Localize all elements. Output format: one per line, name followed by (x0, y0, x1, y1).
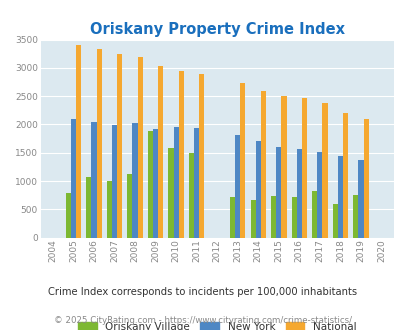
Bar (66, 193, 71, 238)
Bar (322, 103, 327, 238)
Bar (250, 200, 255, 238)
Bar (255, 141, 260, 238)
Bar (271, 196, 275, 238)
Bar (188, 153, 194, 238)
Bar (337, 155, 342, 238)
Bar (311, 191, 317, 238)
Bar (342, 113, 347, 238)
Bar (153, 129, 158, 238)
Bar (332, 204, 337, 238)
Bar (173, 127, 178, 238)
Bar (158, 66, 163, 238)
Bar (362, 119, 368, 238)
Title: Oriskany Property Crime Index: Oriskany Property Crime Index (90, 22, 344, 37)
Text: Crime Index corresponds to incidents per 100,000 inhabitants: Crime Index corresponds to incidents per… (48, 287, 357, 297)
Bar (91, 122, 96, 238)
Bar (234, 135, 240, 238)
Bar (168, 148, 173, 238)
Bar (132, 123, 137, 238)
Bar (71, 119, 76, 238)
Bar (194, 128, 199, 238)
Bar (230, 197, 234, 238)
Bar (352, 195, 358, 238)
Bar (281, 96, 286, 238)
Bar (107, 181, 112, 238)
Bar (137, 56, 143, 238)
Bar (86, 177, 91, 238)
Bar (112, 125, 117, 238)
Text: © 2025 CityRating.com - https://www.cityrating.com/crime-statistics/: © 2025 CityRating.com - https://www.city… (54, 316, 351, 325)
Bar (358, 160, 362, 238)
Legend: Oriskany Village, New York, National: Oriskany Village, New York, National (74, 318, 360, 330)
Bar (199, 74, 204, 238)
Bar (76, 45, 81, 238)
Bar (317, 152, 322, 238)
Bar (240, 83, 245, 238)
Bar (117, 54, 122, 238)
Bar (301, 98, 306, 238)
Bar (147, 131, 153, 238)
Bar (178, 71, 183, 238)
Bar (291, 197, 296, 238)
Bar (296, 149, 301, 238)
Bar (127, 174, 132, 238)
Bar (275, 147, 281, 238)
Bar (260, 91, 265, 238)
Bar (96, 49, 101, 238)
